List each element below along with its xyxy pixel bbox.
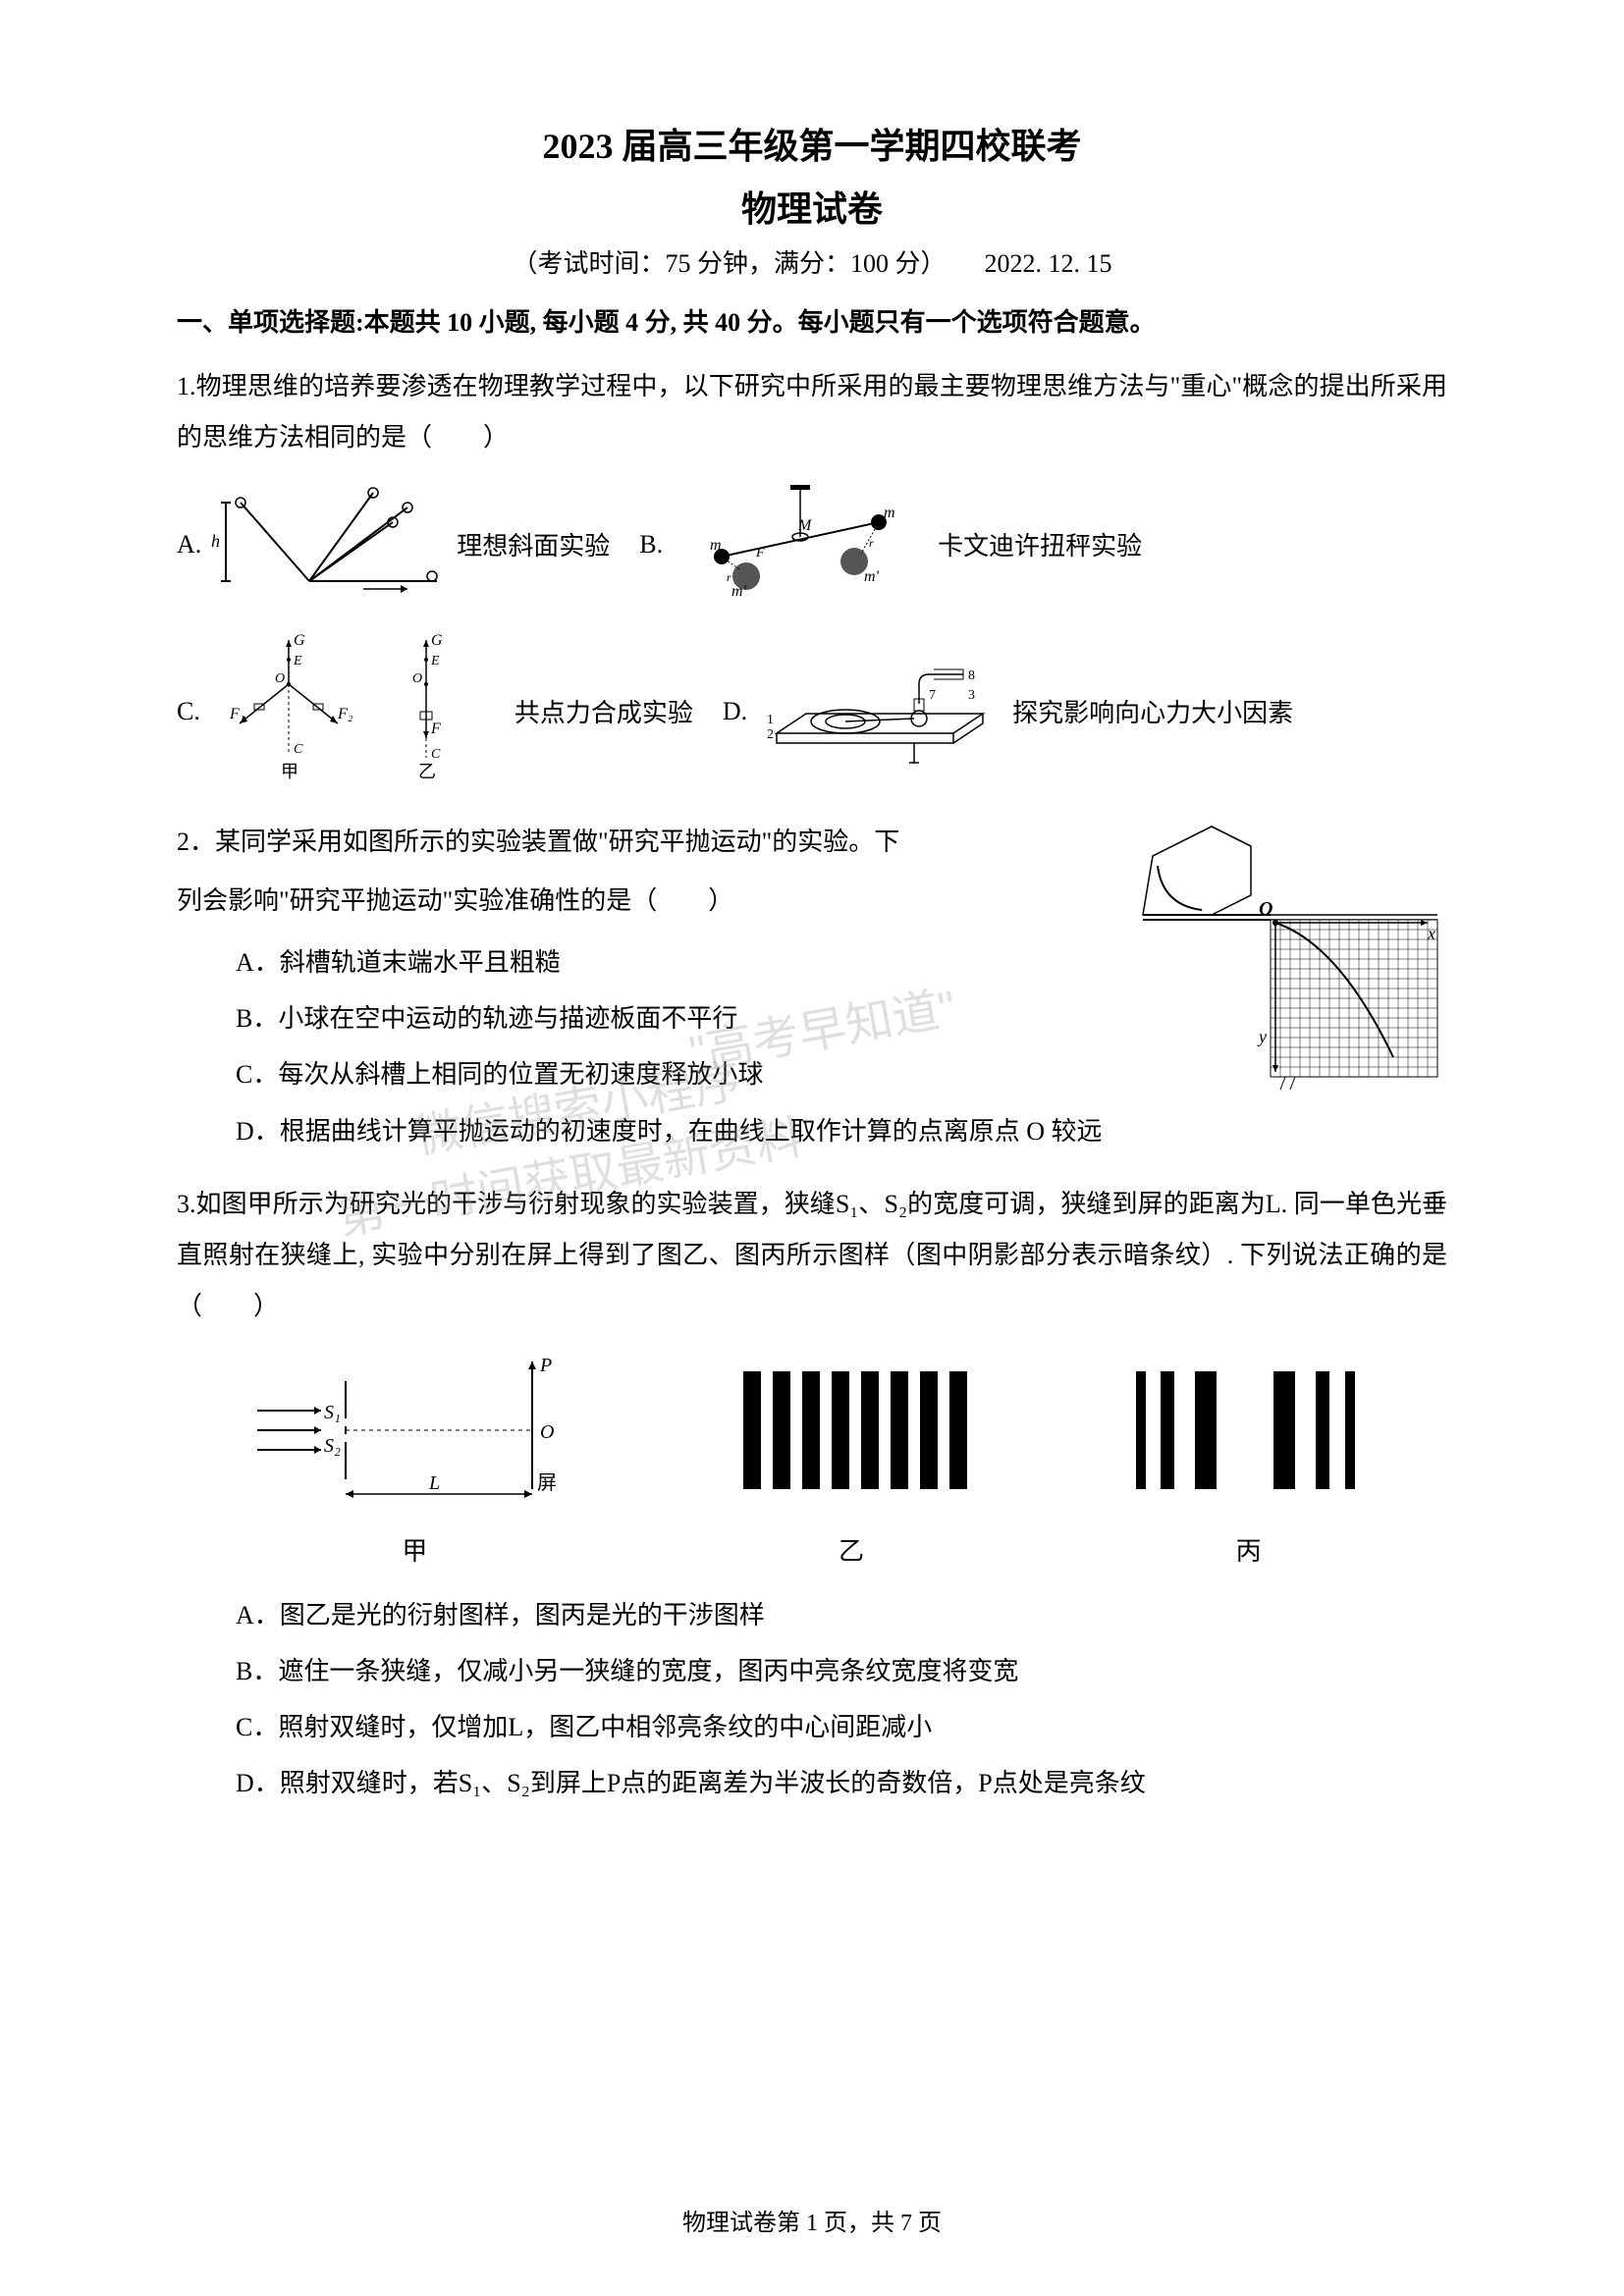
svg-text:O: O: [412, 671, 422, 686]
question-1-text: 1.物理思维的培养要渗透在物理教学过程中，以下研究中所采用的最主要物理思维方法与…: [177, 361, 1447, 463]
q3-diagrams: S₁ S₂ P O 屏 L 甲: [177, 1352, 1447, 1568]
q3-option-D: D．照射双缝时，若S₁、S₂到屏上P点的距离差为半波长的奇数倍，P点处是亮条纹: [236, 1755, 1447, 1811]
q2-text-line2: 列会影响"研究平抛运动"实验准确性的是（ ）: [177, 876, 1113, 927]
q1-C-label: C.: [177, 697, 200, 726]
svg-text:m': m': [864, 568, 880, 585]
svg-text:C: C: [294, 742, 303, 757]
q1-A-diagram: h: [211, 483, 447, 606]
q3-diagram-yi: 乙: [724, 1352, 979, 1568]
page-footer: 物理试卷第 1 页，共 7 页: [0, 2203, 1624, 2237]
svg-text:F: F: [755, 546, 765, 561]
q1-D-diagram: 1 2 3 8 7: [757, 645, 1002, 777]
svg-text:G: G: [431, 632, 443, 649]
q1-B-diagram: M m m m' m' F r r: [673, 483, 928, 606]
question-2: 2．某同学采用如图所示的实验装置做"研究平抛运动"的实验。下 列会影响"研究平抛…: [177, 817, 1447, 1159]
q3-option-B: B．遮住一条狭缝，仅减小另一狭缝的宽度，图丙中亮条纹宽度将变宽: [236, 1643, 1447, 1699]
q3-diagram-jia: S₁ S₂ P O 屏 L 甲: [247, 1352, 581, 1568]
q2-option-A: A．斜槽轨道末端水平且粗糙: [236, 934, 1113, 990]
q3-caption-jia: 甲: [247, 1531, 581, 1568]
q1-C-diagram: G E O F₁ F₂ C 甲: [210, 625, 505, 797]
svg-text:y: y: [1257, 1027, 1267, 1046]
svg-text:E: E: [293, 654, 302, 668]
svg-text:m: m: [710, 537, 722, 554]
q3-text: 3.如图甲所示为研究光的干涉与衍射现象的实验装置，狭缝S₁、S₂的宽度可调，狭缝…: [177, 1179, 1447, 1332]
section-1-header: 一、单项选择题:本题共 10 小题, 每小题 4 分, 共 40 分。每小题只有…: [177, 303, 1447, 342]
svg-text:O: O: [275, 671, 285, 686]
q1-D-label: D.: [723, 697, 747, 726]
svg-text:x: x: [1427, 924, 1435, 943]
svg-text:O: O: [1259, 898, 1272, 920]
q1-A-label: A.: [177, 530, 201, 560]
q1-option-B: B. M m m m' m': [639, 483, 1142, 606]
q1-option-A: A. h: [177, 483, 610, 606]
q1-C-desc: 共点力合成实验: [514, 693, 693, 729]
q1-option-D: D. 1 2 3 8: [723, 645, 1293, 777]
svg-text:P: P: [539, 1355, 552, 1376]
q3-diagram-bing: 丙: [1121, 1352, 1377, 1568]
q2-options: A．斜槽轨道末端水平且粗糙 B．小球在空中运动的轨迹与描迹板面不平行 C．每次从…: [177, 934, 1113, 1103]
q1-B-desc: 卡文迪许扭秤实验: [938, 526, 1142, 562]
exam-title-main: 2023 届高三年级第一学期四校联考: [177, 118, 1447, 169]
svg-text:O: O: [540, 1421, 554, 1443]
svg-text:m: m: [884, 505, 895, 521]
svg-text:F: F: [430, 721, 441, 737]
question-1: 1.物理思维的培养要渗透在物理教学过程中，以下研究中所采用的最主要物理思维方法与…: [177, 361, 1447, 797]
svg-text:乙: 乙: [418, 762, 436, 781]
svg-text:G: G: [294, 632, 305, 649]
svg-text:L: L: [428, 1472, 440, 1494]
q1-option-C: C. G E O F₁ F₂: [177, 625, 693, 797]
svg-text:甲: 甲: [281, 762, 298, 781]
q2-option-B: B．小球在空中运动的轨迹与描迹板面不平行: [236, 990, 1113, 1046]
svg-text:r: r: [869, 536, 874, 550]
q2-text-line1: 2．某同学采用如图所示的实验装置做"研究平抛运动"的实验。下: [177, 817, 1113, 868]
q3-caption-yi: 乙: [724, 1531, 979, 1568]
svg-text:E: E: [430, 654, 440, 668]
svg-text:F₁: F₁: [229, 706, 244, 722]
svg-text:1: 1: [767, 713, 774, 727]
svg-text:S₂: S₂: [324, 1435, 341, 1457]
svg-text:S₁: S₁: [324, 1402, 341, 1423]
exam-title-sub: 物理试卷: [177, 181, 1447, 232]
q2-diagram: O x y: [1133, 817, 1447, 1103]
q1-A-h-label: h: [211, 531, 220, 551]
exam-info: （考试时间：75 分钟，满分：100 分） 2022. 12. 15: [177, 243, 1447, 280]
q1-D-desc: 探究影响向心力大小因素: [1012, 693, 1293, 729]
q1-options-row2: C. G E O F₁ F₂: [177, 625, 1447, 797]
q3-option-C: C．照射双缝时，仅增加L，图乙中相邻亮条纹的中心间距减小: [236, 1699, 1447, 1755]
q3-option-A: A．图乙是光的衍射图样，图丙是光的干涉图样: [236, 1587, 1447, 1643]
q1-B-label: B.: [639, 530, 663, 560]
svg-text:F₂: F₂: [337, 706, 353, 722]
svg-text:C: C: [431, 747, 441, 762]
question-3: 3.如图甲所示为研究光的干涉与衍射现象的实验装置，狭缝S₁、S₂的宽度可调，狭缝…: [177, 1179, 1447, 1812]
q2-option-D: D．根据曲线计算平抛运动的初速度时，在曲线上取作计算的点离原点 O 较远: [236, 1103, 1447, 1159]
svg-text:r: r: [727, 570, 731, 584]
svg-text:3: 3: [968, 688, 975, 703]
q1-A-desc: 理想斜面实验: [457, 526, 610, 562]
q3-options: A．图乙是光的衍射图样，图丙是光的干涉图样 B．遮住一条狭缝，仅减小另一狭缝的宽…: [177, 1587, 1447, 1812]
svg-text:7: 7: [929, 688, 936, 703]
svg-text:M: M: [797, 517, 813, 534]
svg-text:屏: 屏: [537, 1472, 557, 1494]
svg-text:2: 2: [767, 727, 774, 742]
q3-caption-bing: 丙: [1121, 1531, 1377, 1568]
q2-option-C: C．每次从斜槽上相同的位置无初速度释放小球: [236, 1046, 1113, 1102]
q1-options-row1: A. h: [177, 483, 1447, 606]
svg-text:m': m': [731, 583, 747, 600]
svg-text:8: 8: [968, 668, 975, 683]
q2-option-D-row: D．根据曲线计算平抛运动的初速度时，在曲线上取作计算的点离原点 O 较远: [177, 1103, 1447, 1159]
